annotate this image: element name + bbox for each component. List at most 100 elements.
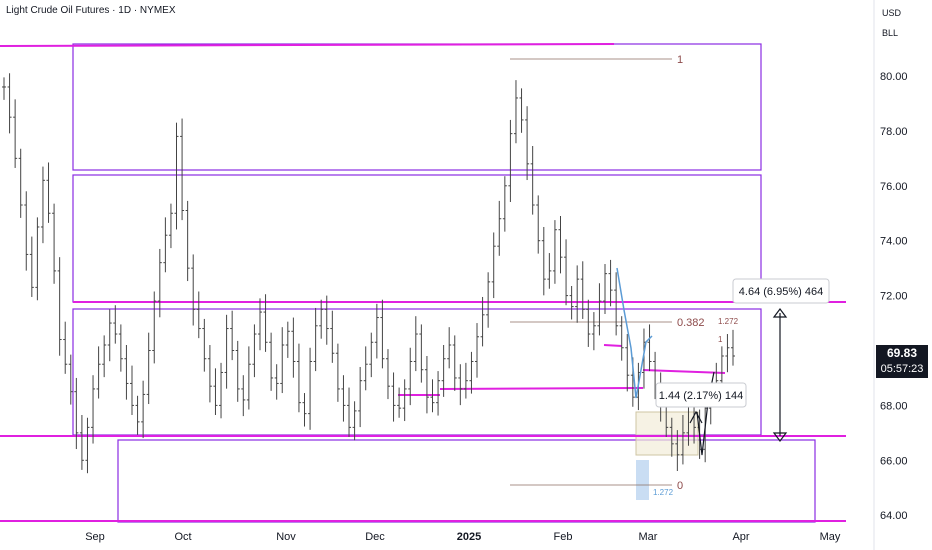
zone-box-lower[interactable] [117, 439, 816, 523]
price-bar [207, 345, 212, 403]
price-bar [246, 346, 251, 410]
price-bars [2, 73, 735, 474]
price-bar [363, 346, 368, 391]
time-tick-label: 2025 [457, 531, 481, 543]
measure-arrowhead-bottom [772, 432, 788, 442]
price-tick-label: 74.00 [880, 236, 908, 248]
price-bar [525, 106, 530, 181]
time-tick-label: Nov [276, 531, 296, 543]
price-bar [213, 368, 218, 416]
fib-label-1: 1 [677, 54, 683, 66]
small-fib-one-label: 1 [718, 335, 723, 344]
price-bar [63, 321, 68, 374]
price-bar [7, 73, 12, 134]
price-bar [118, 324, 123, 372]
price-bar [625, 334, 630, 392]
price-bar [536, 195, 541, 254]
inner-measure-box[interactable] [655, 382, 747, 408]
small-fib-bottom-label: 1.272 [653, 488, 674, 497]
price-bar [35, 217, 40, 301]
price-bar [352, 401, 357, 441]
price-bar [235, 340, 240, 402]
price-bar [513, 80, 518, 144]
price-bar [313, 307, 318, 372]
currency-label: USD [882, 8, 902, 18]
time-tick-label: Sep [85, 531, 105, 543]
price-bar [486, 272, 491, 328]
price-bar [257, 298, 262, 351]
time-tick-label: May [820, 531, 841, 543]
price-bar [547, 253, 552, 289]
price-bar [107, 309, 112, 362]
price-bar [285, 321, 290, 358]
price-axis[interactable]: 80.0078.0076.0074.0072.0070.0068.0066.00… [880, 71, 908, 522]
price-bar [113, 305, 118, 344]
price-bar [57, 257, 62, 356]
price-bar [202, 318, 207, 372]
time-axis[interactable]: Sep Oct Nov Dec 2025 Feb Mar Apr May [85, 531, 841, 543]
price-tick-label: 76.00 [880, 181, 908, 193]
price-tick-label: 72.00 [880, 291, 908, 303]
price-bar [330, 310, 335, 363]
fib-extension-marker [636, 460, 649, 500]
price-bar [408, 347, 413, 406]
price-bar [46, 162, 51, 223]
price-bar [475, 323, 480, 378]
price-bar [274, 364, 279, 400]
level-segment-c[interactable] [603, 344, 623, 347]
price-bar [424, 355, 429, 414]
level-line-top[interactable] [0, 43, 615, 47]
projection-path-blue[interactable] [616, 267, 653, 399]
measure-label: 4.64 (6.95%) 464 [739, 286, 823, 298]
price-bar [480, 296, 485, 347]
price-bar [397, 387, 402, 418]
price-bar [419, 324, 424, 383]
price-bar [558, 215, 563, 274]
small-arrow-up[interactable] [689, 410, 703, 424]
price-bar [68, 354, 73, 405]
consolidation-box[interactable] [635, 411, 699, 456]
price-bar [469, 351, 474, 394]
price-bar [269, 332, 274, 391]
measure-label-box[interactable] [732, 278, 830, 304]
price-bar [436, 371, 441, 416]
price-bar [675, 430, 680, 472]
price-bar [680, 415, 685, 465]
price-bar [185, 200, 190, 282]
price-bar [163, 217, 168, 273]
price-bar [129, 365, 134, 416]
small-fib-top-label: 1.272 [718, 317, 739, 326]
price-bar [458, 364, 463, 406]
price-tick-label: 68.00 [880, 400, 908, 412]
price-bar [497, 200, 502, 256]
price-bar [29, 236, 34, 297]
price-bar [135, 395, 140, 435]
price-bar [324, 295, 329, 345]
chart-title: Light Crude Oil Futures · 1D · NYMEX [6, 5, 176, 16]
price-bar [552, 220, 557, 284]
price-tick-label: 78.00 [880, 126, 908, 138]
price-bar [603, 264, 608, 314]
level-segment-d[interactable] [642, 369, 726, 374]
price-bar [402, 379, 407, 422]
price-bar [608, 259, 613, 307]
price-bar [102, 335, 107, 378]
price-bar [447, 327, 452, 369]
price-bar [85, 417, 90, 474]
price-bar [191, 254, 196, 326]
price-bar [2, 77, 6, 100]
price-bar [564, 239, 569, 306]
price-bar [224, 314, 229, 389]
price-bar [319, 299, 324, 339]
price-bar [18, 148, 23, 218]
price-bar [96, 346, 101, 399]
price-bar [141, 380, 146, 439]
level-segment-b[interactable] [439, 387, 644, 390]
price-bar [74, 377, 79, 450]
price-bar [441, 345, 446, 397]
price-bar [79, 415, 84, 470]
inner-measure-label: 1.44 (2.17%) 144 [659, 390, 743, 402]
price-bar [13, 99, 18, 168]
price-bar [541, 226, 546, 296]
